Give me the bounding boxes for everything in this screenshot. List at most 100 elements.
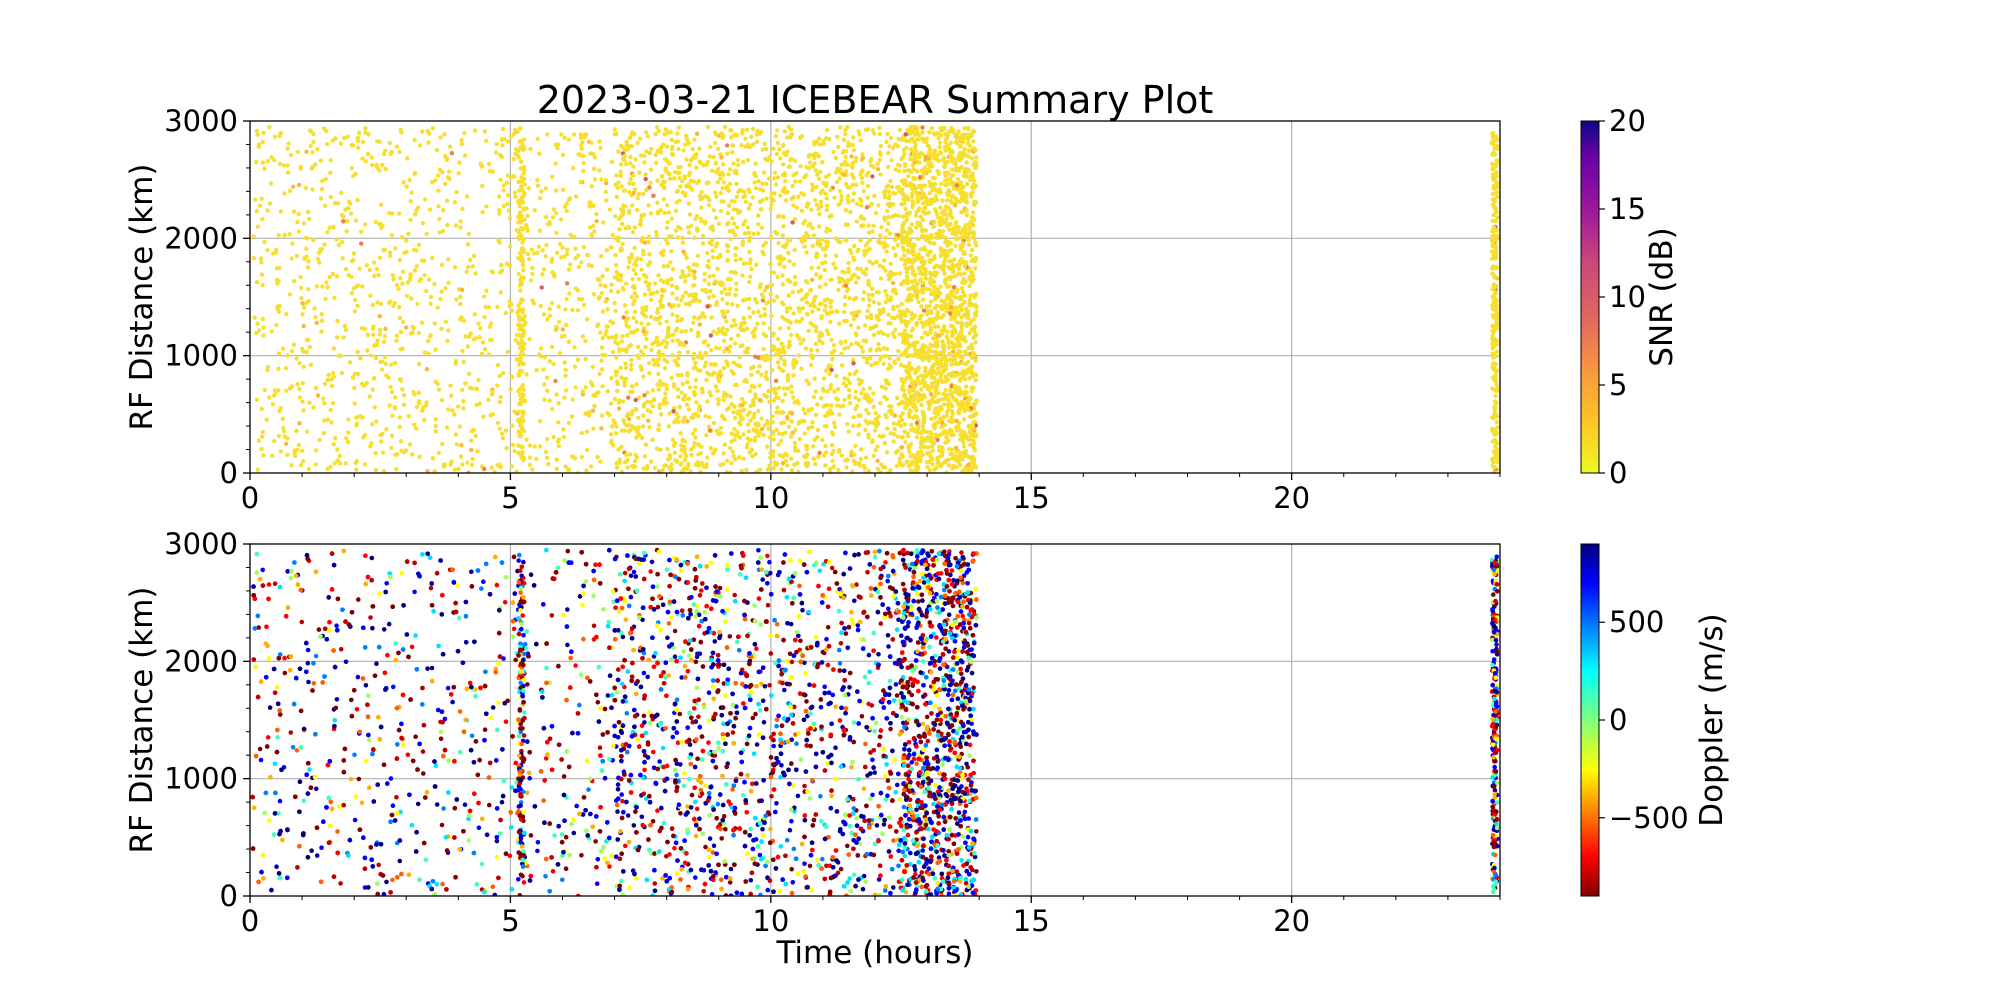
snr-data-point xyxy=(765,467,771,472)
snr-data-point xyxy=(757,429,763,435)
snr-data-point xyxy=(382,334,388,339)
snr-data-point xyxy=(780,282,786,287)
snr-data-point xyxy=(469,386,475,391)
snr-data-point xyxy=(854,219,859,224)
snr-data-point xyxy=(877,347,883,352)
snr-data-point xyxy=(295,219,300,225)
snr-data-point xyxy=(843,149,849,154)
snr-data-point xyxy=(935,437,940,443)
snr-data-point xyxy=(605,389,610,394)
snr-data-point xyxy=(961,444,967,449)
snr-data-point xyxy=(756,408,761,414)
snr-data-point xyxy=(883,217,888,223)
snr-data-point xyxy=(923,137,928,142)
snr-data-point xyxy=(684,402,690,407)
snr-data-point xyxy=(830,356,835,362)
snr-data-point xyxy=(764,301,769,306)
snr-data-point xyxy=(449,393,454,398)
snr-data-point xyxy=(780,399,785,404)
snr-data-point xyxy=(304,429,310,434)
snr-data-point xyxy=(628,427,633,433)
snr-data-point xyxy=(868,325,873,331)
snr-data-point xyxy=(662,288,667,293)
snr-data-point xyxy=(851,191,857,196)
snr-data-point xyxy=(915,256,920,262)
snr-data-point xyxy=(922,205,928,211)
snr-data-point xyxy=(739,396,745,402)
snr-data-point xyxy=(678,226,683,231)
snr-data-point xyxy=(696,463,701,468)
snr-data-point xyxy=(905,168,910,173)
snr-data-point xyxy=(888,321,893,326)
snr-data-point xyxy=(414,404,420,410)
snr-data-point xyxy=(892,359,897,364)
snr-data-point xyxy=(499,262,504,268)
snr-data-point xyxy=(719,329,725,334)
snr-data-point xyxy=(316,250,322,256)
snr-data-point xyxy=(636,344,641,350)
snr-data-point xyxy=(831,343,837,348)
snr-data-point xyxy=(958,376,963,381)
snr-data-point xyxy=(641,466,646,471)
snr-data-point xyxy=(922,444,927,450)
snr-data-point xyxy=(897,460,902,465)
snr-data-point xyxy=(673,228,679,233)
snr-data-point xyxy=(510,374,515,379)
snr-data-point xyxy=(650,388,656,393)
snr-data-point xyxy=(710,224,715,229)
snr-data-point xyxy=(853,280,859,285)
snr-data-point xyxy=(278,449,283,454)
snr-data-point xyxy=(864,360,870,365)
snr-data-point xyxy=(711,451,716,456)
snr-data-point xyxy=(623,361,628,366)
snr-data-point xyxy=(774,347,780,353)
snr-data-point xyxy=(918,214,923,219)
snr-data-point xyxy=(689,452,694,458)
snr-data-point xyxy=(713,190,718,195)
snr-data-point xyxy=(647,252,652,257)
snr-data-point xyxy=(592,155,597,160)
snr-data-point xyxy=(811,323,816,328)
snr-data-point xyxy=(945,431,950,436)
snr-data-point xyxy=(579,454,584,460)
snr-data-point xyxy=(794,319,799,324)
snr-data-point xyxy=(751,399,756,405)
snr-data-point xyxy=(920,217,926,223)
snr-data-point xyxy=(900,214,906,219)
snr-data-point xyxy=(692,392,697,398)
snr-data-point xyxy=(690,431,696,436)
snr-data-point xyxy=(505,349,510,355)
snr-data-point xyxy=(946,340,951,346)
snr-data-point xyxy=(817,284,823,289)
snr-data-point xyxy=(902,253,907,258)
snr-data-point xyxy=(725,469,730,473)
snr-data-point xyxy=(746,306,752,311)
snr-data-point xyxy=(804,311,810,317)
snr-data-point xyxy=(479,351,485,356)
snr-data-point xyxy=(670,312,675,317)
snr-data-point xyxy=(816,206,821,212)
snr-data-point xyxy=(463,334,468,339)
snr-data-point xyxy=(566,137,571,142)
snr-data-point xyxy=(623,204,628,209)
snr-data-point xyxy=(778,326,783,331)
snr-data-point xyxy=(604,324,609,329)
snr-data-point xyxy=(664,319,669,324)
snr-data-point xyxy=(698,216,703,222)
snr-data-point xyxy=(538,444,543,449)
snr-data-point xyxy=(641,191,646,197)
snr-data-point xyxy=(842,270,848,275)
snr-data-point xyxy=(773,386,778,392)
snr-data-point xyxy=(687,172,692,178)
snr-data-point xyxy=(564,208,569,214)
snr-data-point xyxy=(776,240,781,246)
snr-data-point xyxy=(873,416,878,422)
snr-data-point xyxy=(558,217,564,222)
snr-data-point xyxy=(895,242,901,248)
snr-data-point xyxy=(527,455,533,460)
snr-data-point xyxy=(769,283,775,288)
snr-data-point xyxy=(544,455,550,460)
snr-data-point xyxy=(373,467,378,473)
snr-data-point xyxy=(678,165,683,170)
snr-data-point xyxy=(444,425,450,430)
